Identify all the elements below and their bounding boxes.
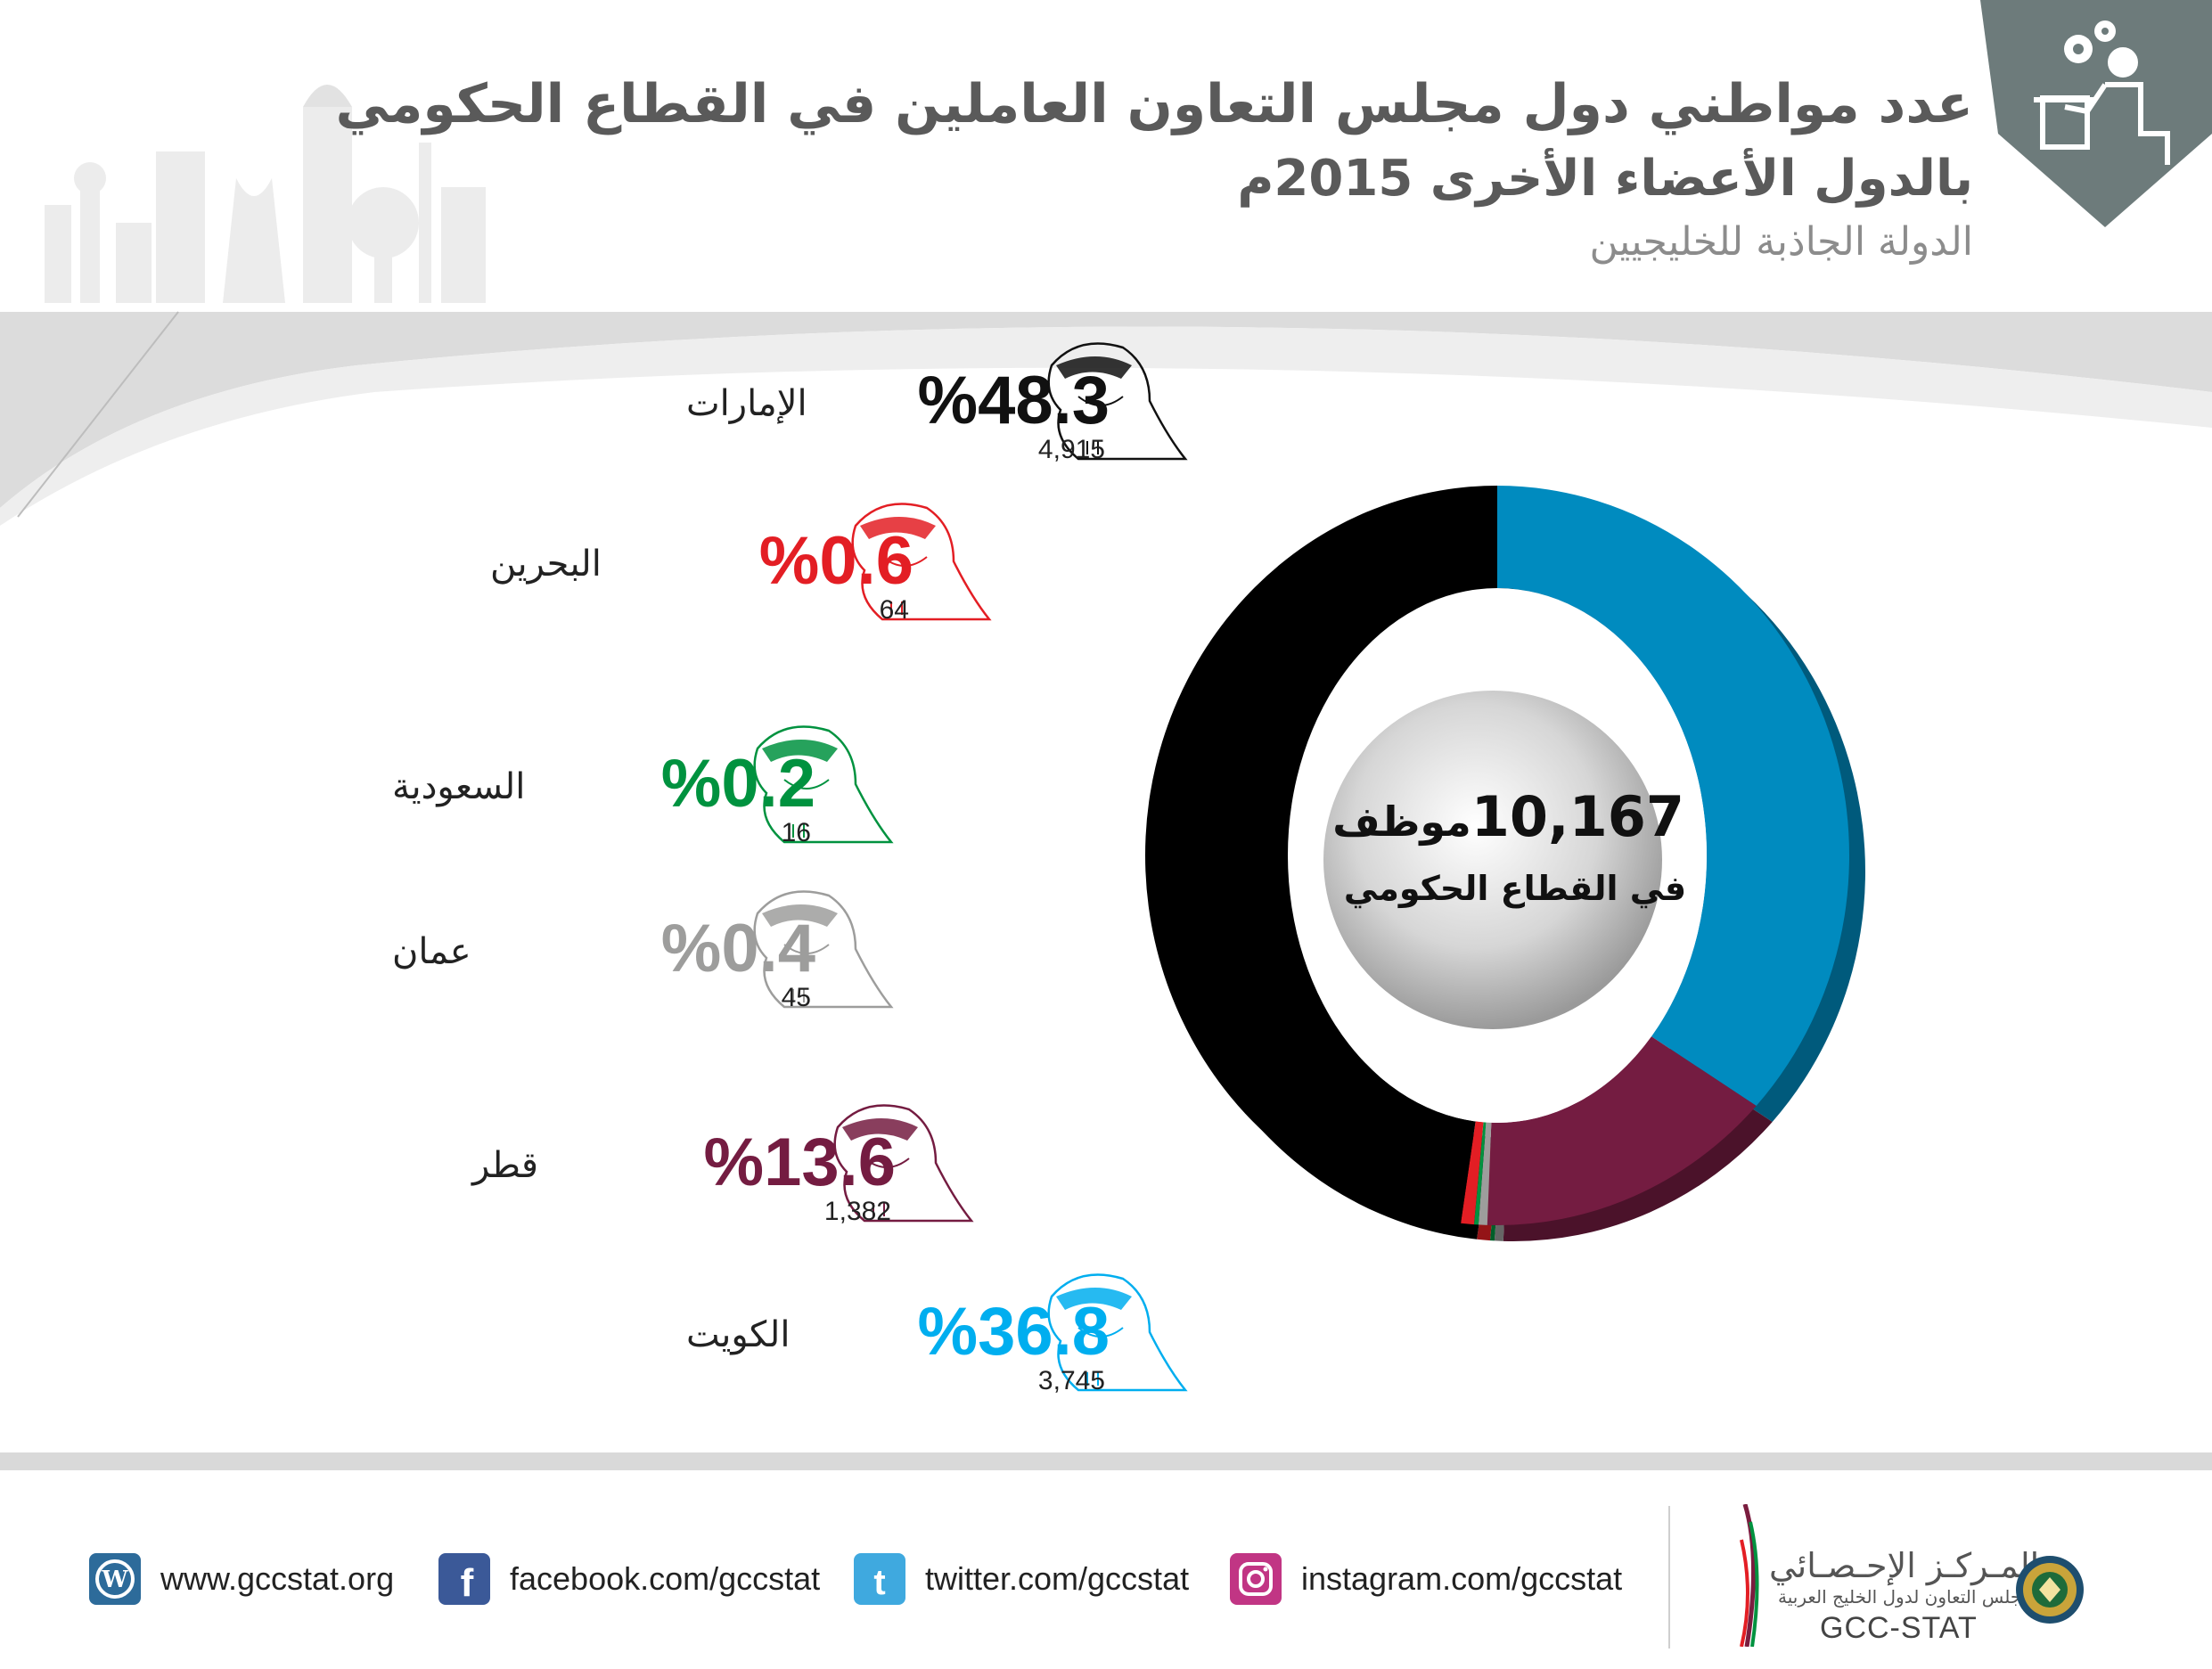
skyline-illustration (45, 85, 486, 303)
gcc-emblem-icon (2016, 1556, 2084, 1624)
legend-count: 4,915 (1037, 435, 1105, 464)
legend-entry: %13.6 قطر 1,382 (472, 1092, 980, 1226)
legend-country-name: الإمارات (686, 383, 807, 424)
logo-english-name: GCC-STAT (1820, 1611, 1978, 1645)
twitter-link[interactable]: t twitter.com/gccstat (854, 1552, 1189, 1606)
legend-percent: %13.6 (703, 1125, 897, 1200)
chart-subtitle: الدولة الجاذبة للخليجيين (1589, 219, 1973, 265)
legend-entry: %36.8 الكويت 3,745 (686, 1261, 1194, 1395)
donut-slice (1145, 486, 1497, 1223)
office-worker-icon (1980, 0, 2212, 227)
website-link-label: www.gccstat.org (160, 1560, 395, 1597)
gulf-man-icon (753, 890, 894, 1009)
gulf-man-icon (753, 725, 894, 844)
gulf-man-icon (851, 503, 992, 621)
svg-text:W: W (101, 1567, 128, 1593)
legend-country-name: الكويت (686, 1314, 791, 1355)
svg-text:f: f (461, 1561, 474, 1605)
chart-title-line2: بالدول الأعضاء الأخرى 2015م (1237, 150, 1973, 208)
donut-center-disc (1323, 691, 1662, 1029)
legend-percent: %0.4 (660, 911, 815, 986)
facebook-link-label: facebook.com/gccstat (510, 1560, 821, 1597)
gulf-man-icon (833, 1104, 974, 1223)
twitter-link-label: twitter.com/gccstat (925, 1560, 1190, 1597)
center-sector: في القطاع الحكومي (1343, 869, 1687, 908)
gcc-stat-logo-ribbon (1740, 1504, 1759, 1647)
legend-entry: %48.3 الإمارات 4,915 (686, 330, 1194, 464)
legend-entry: %0.6 البحرين 64 (490, 490, 998, 625)
legend-percent: %0.6 (758, 523, 913, 599)
legend-percent: %0.2 (660, 746, 815, 822)
legend-entry: %0.2 السعودية 16 (392, 713, 900, 847)
instagram-link[interactable]: instagram.com/gccstat (1230, 1552, 1622, 1606)
facebook-icon: f (438, 1553, 490, 1605)
legend-country-name: عمان (392, 931, 471, 972)
header-swoosh (0, 311, 2212, 526)
chart-title: عدد مواطني دول مجلس التعاون العاملين في … (335, 73, 1973, 135)
instagram-icon (1230, 1553, 1282, 1605)
legend-count: 1,382 (823, 1197, 891, 1226)
footer-separator (1668, 1506, 1670, 1649)
donut-slice (1473, 1122, 1487, 1225)
center-total-value: 10,167 (1471, 784, 1684, 849)
center-total: 10,167موظف (1332, 784, 1684, 849)
legend-count: 16 (781, 818, 811, 847)
instagram-link-label: instagram.com/gccstat (1301, 1560, 1623, 1597)
svg-text:t: t (873, 1563, 885, 1602)
legend-count: 3,745 (1037, 1366, 1105, 1395)
logo-arabic-name: المـركـز الإحـصـائي (1769, 1546, 2040, 1585)
legend-count: 45 (781, 983, 811, 1012)
donut-slice (1478, 1122, 1492, 1225)
twitter-icon: t (854, 1553, 905, 1605)
legend-percent: %36.8 (917, 1294, 1110, 1370)
footer-divider (0, 1452, 2212, 1470)
gulf-man-icon (1047, 342, 1188, 461)
legend-country-name: قطر (472, 1145, 539, 1186)
donut-slice (1497, 486, 1849, 1106)
donut-slice (1487, 1036, 1757, 1225)
legend-count: 64 (879, 595, 909, 625)
facebook-link[interactable]: f facebook.com/gccstat (438, 1552, 820, 1606)
center-total-unit: موظف (1332, 798, 1471, 846)
legend-entry: %0.4 عمان 45 (392, 878, 900, 1012)
wordpress-icon: W (89, 1553, 141, 1605)
website-link[interactable]: W www.gccstat.org (89, 1552, 394, 1606)
legend-country-name: البحرين (490, 544, 602, 585)
legend-country-name: السعودية (392, 766, 526, 807)
donut-chart (1145, 486, 1865, 1241)
donut-slice (1461, 1121, 1484, 1225)
gulf-man-icon (1047, 1273, 1188, 1392)
legend-percent: %48.3 (917, 363, 1110, 438)
